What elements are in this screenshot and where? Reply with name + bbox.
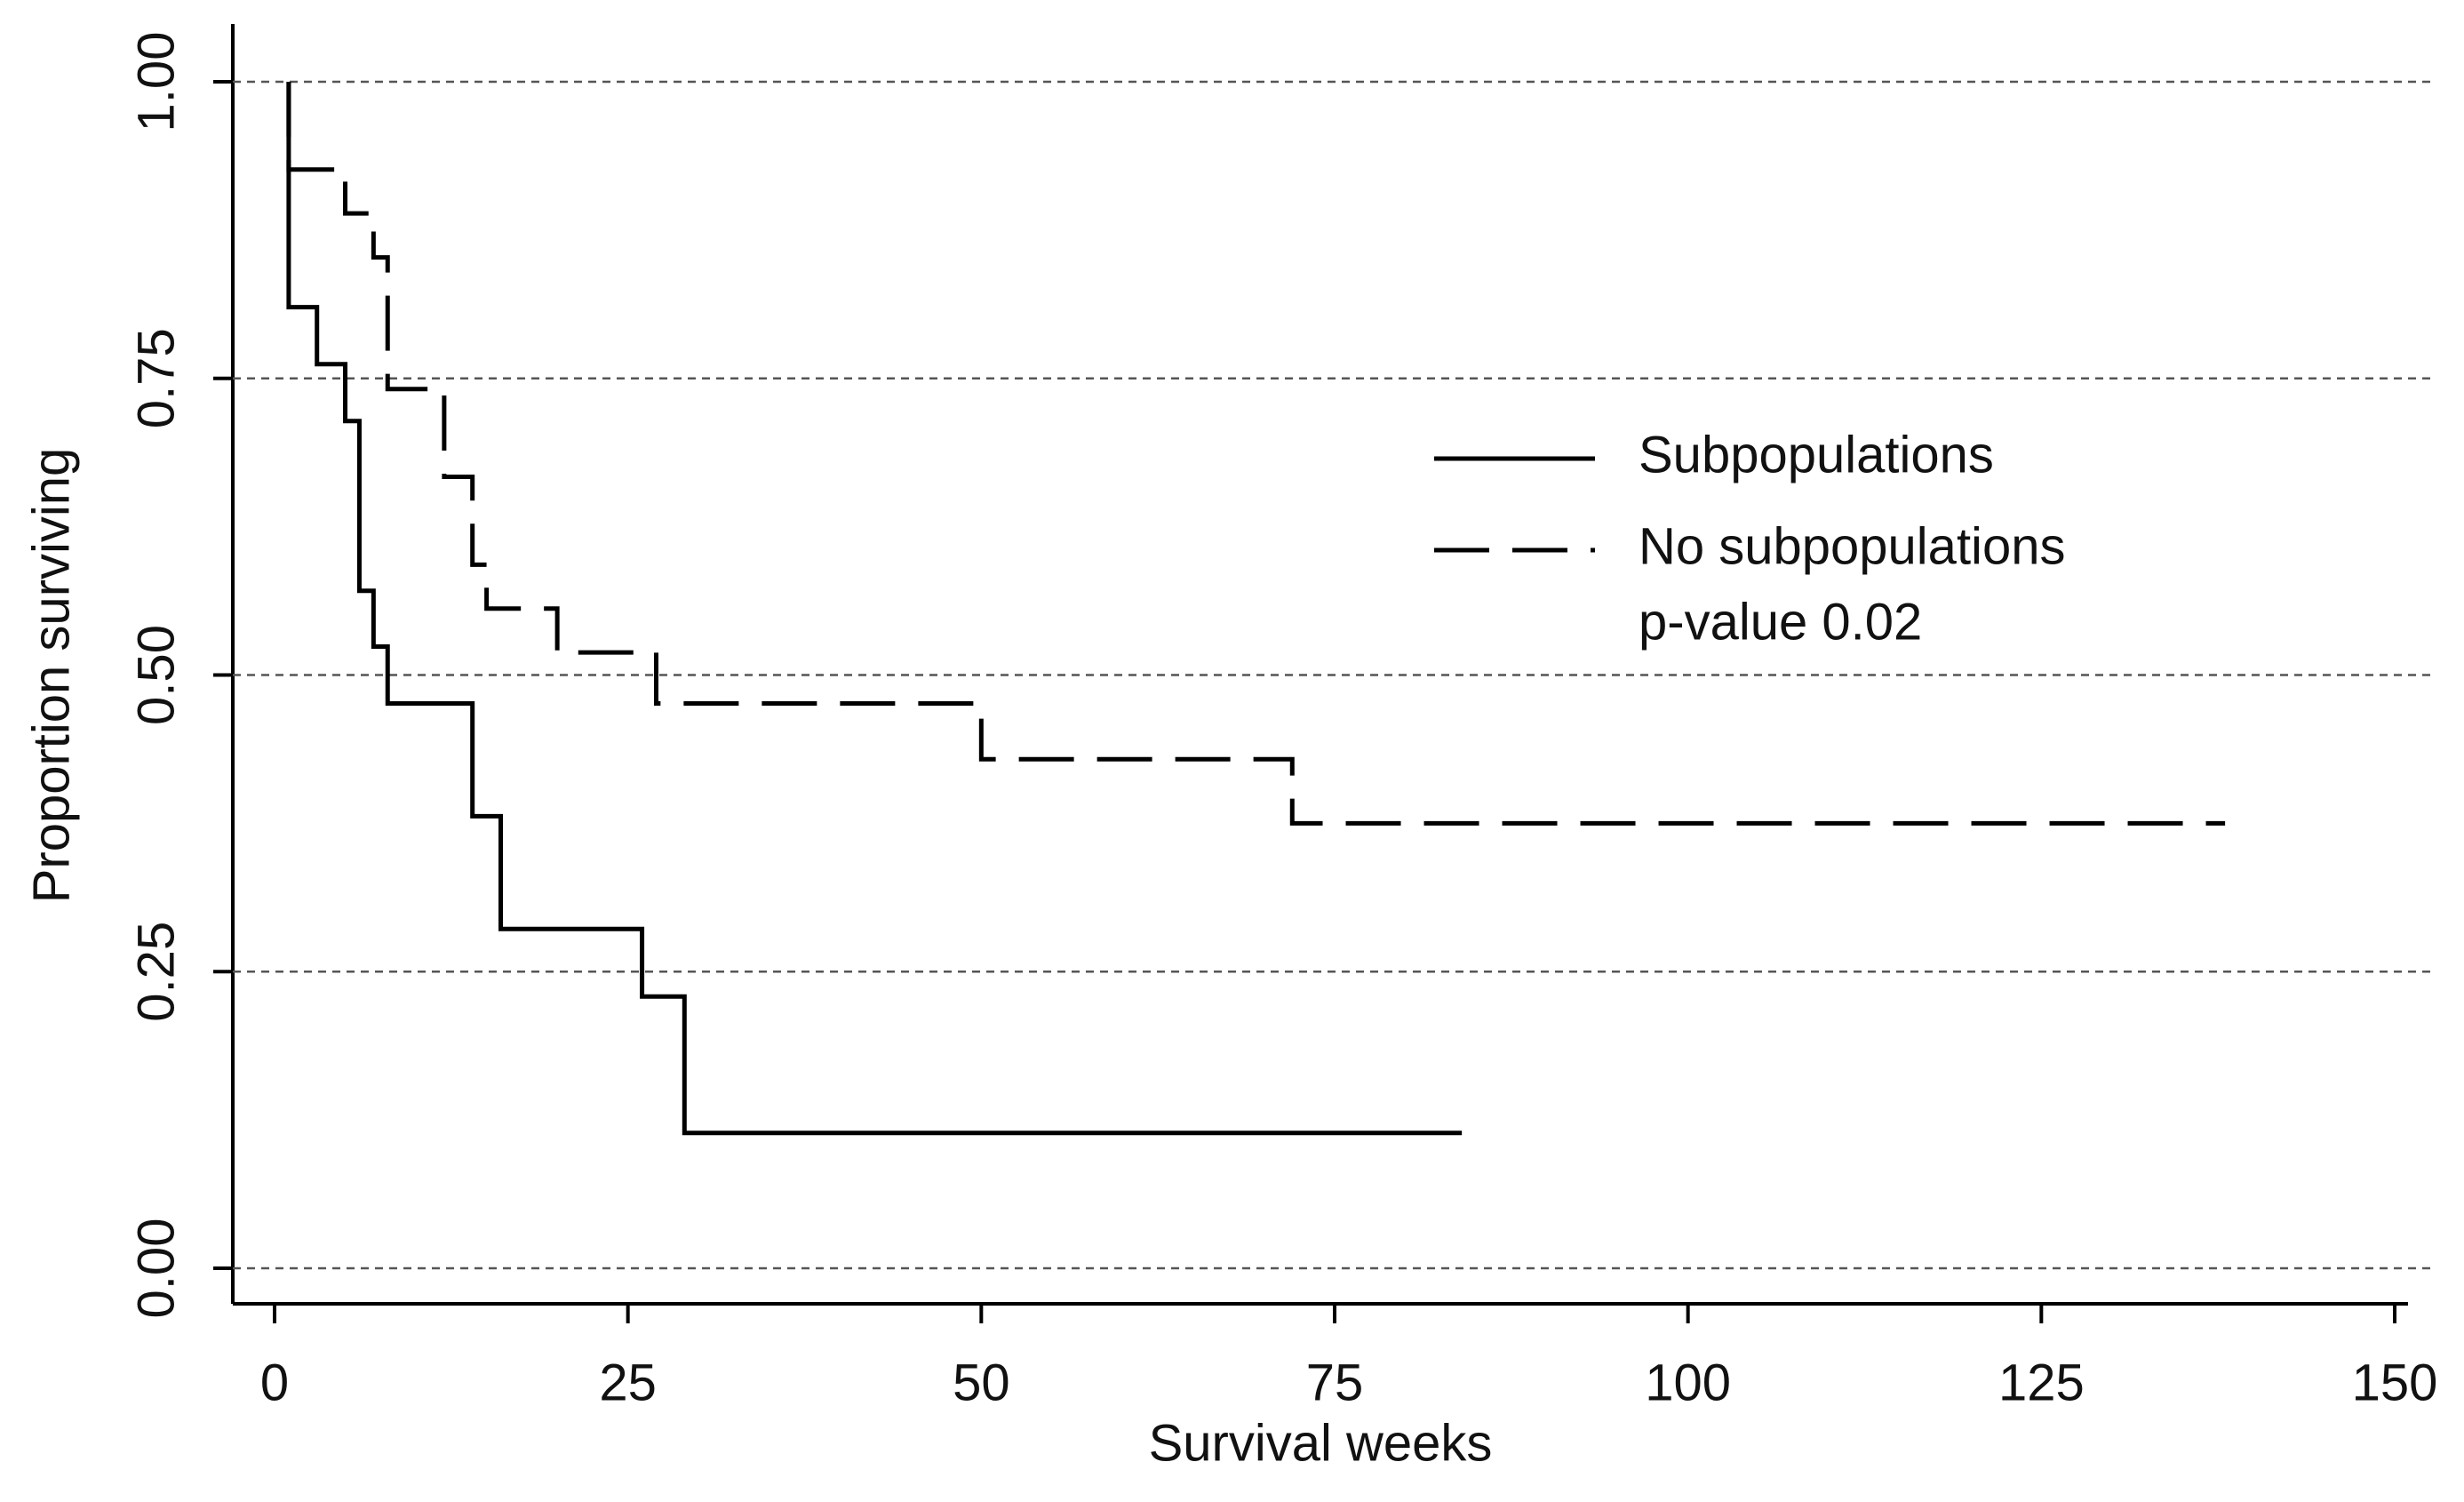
x-tick-label: 125: [1998, 1354, 2085, 1411]
legend-label: No subpopulations: [1639, 517, 2065, 575]
x-tick-label: 25: [599, 1354, 657, 1411]
y-tick-label: 0.75: [127, 328, 185, 428]
x-tick-label: 50: [953, 1354, 1010, 1411]
x-tick-label: 0: [260, 1354, 289, 1411]
survival-curve: [286, 82, 1463, 1136]
y-tick-label: 1.00: [127, 32, 185, 132]
y-tick-label: 0.50: [127, 625, 185, 725]
survival-curve: [286, 82, 2226, 826]
annotation: p-value 0.02: [1639, 593, 1922, 651]
x-tick-label: 100: [1645, 1354, 1731, 1411]
y-tick-label: 0.00: [127, 1218, 185, 1319]
y-axis-title: Proportion surviving: [22, 448, 80, 904]
x-axis-title: Survival weeks: [1149, 1414, 1493, 1472]
legend-label: Subpopulations: [1639, 426, 1994, 483]
x-tick-label: 75: [1306, 1354, 1364, 1411]
x-tick-label: 150: [2352, 1354, 2438, 1411]
y-tick-label: 0.25: [127, 922, 185, 1022]
